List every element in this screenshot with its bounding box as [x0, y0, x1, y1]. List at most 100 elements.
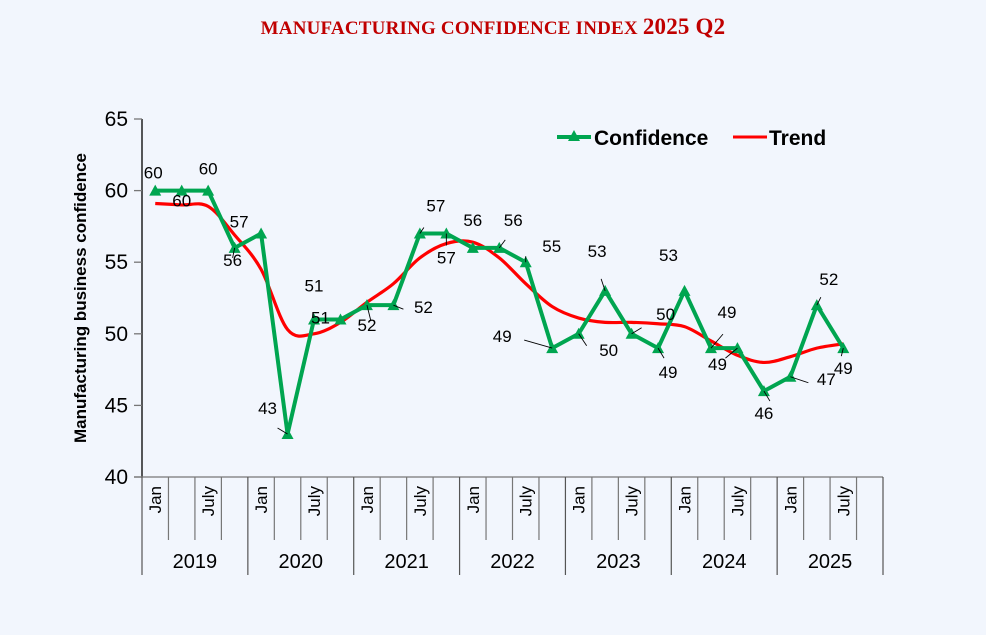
data-label: 49: [659, 363, 678, 382]
confidence-marker: [440, 227, 453, 239]
x-category-label: Jan: [676, 486, 695, 513]
data-label: 49: [718, 303, 737, 322]
confidence-marker: [334, 313, 347, 325]
confidence-line: [155, 188, 846, 435]
data-label: 53: [659, 246, 678, 265]
axes: 40 45 50 55 60 65 Jan July Jan July Jan July Jan July…: [105, 108, 884, 575]
x-year-label: 2024: [702, 551, 747, 573]
data-label: 60: [172, 192, 191, 211]
data-label: 52: [819, 270, 838, 289]
data-label: 49: [493, 327, 512, 346]
confidence-marker: [308, 313, 321, 325]
data-label: 55: [542, 237, 561, 256]
legend-confidence-label: Confidence: [594, 127, 708, 150]
confidence-marker: [678, 284, 691, 296]
x-year-label: 2022: [490, 551, 535, 573]
data-label: 51: [305, 276, 324, 295]
x-category-label: July: [305, 486, 324, 517]
confidence-marker: [175, 184, 188, 196]
legend: Confidence Trend: [557, 127, 826, 150]
data-label: 49: [834, 359, 853, 378]
confidence-marker: [149, 184, 162, 196]
x-category-label: Jan: [781, 486, 800, 513]
confidence-marker: [784, 370, 797, 382]
y-tick-label: 65: [105, 108, 128, 131]
chart-title-suffix: 2025 Q2: [642, 14, 726, 39]
data-label: 60: [144, 164, 163, 183]
confidence-marker: [466, 241, 479, 253]
confidence-marker: [572, 327, 585, 339]
data-label-leader: [393, 304, 404, 310]
data-label: 50: [599, 341, 618, 360]
confidence-marker: [202, 184, 215, 196]
legend-trend-label: Trend: [769, 127, 826, 150]
confidence-marker: [387, 299, 400, 311]
data-label: 56: [223, 251, 242, 270]
x-category-label: Jan: [570, 486, 589, 513]
data-label: 57: [437, 249, 456, 268]
data-label-leader: [816, 296, 822, 306]
x-category-label: July: [411, 486, 430, 517]
x-category-label: July: [517, 486, 536, 517]
confidence-marker: [652, 342, 665, 354]
data-label: 47: [817, 370, 836, 389]
data-label: 53: [588, 242, 607, 261]
legend-confidence-marker: [568, 130, 580, 141]
data-label-leader: [498, 239, 506, 249]
data-label-leader: [631, 327, 642, 335]
confidence-marker: [255, 227, 268, 239]
x-year-label: 2020: [279, 551, 324, 573]
x-category-label: July: [623, 486, 642, 517]
chart-title: MANUFACTURING CONFIDENCE INDEX 2025 Q2: [0, 14, 986, 40]
chart-title-text: MANUFACTURING CONFIDENCE INDEX: [260, 18, 638, 39]
x-category-label: Jan: [146, 486, 165, 513]
x-category-label: July: [199, 486, 218, 517]
data-label-leader: [657, 347, 665, 359]
data-label: 57: [230, 213, 249, 232]
data-label: 60: [199, 160, 218, 179]
data-label-leader: [710, 333, 724, 349]
data-label: 56: [463, 211, 482, 230]
x-category-label: Jan: [358, 486, 377, 513]
data-label: 57: [426, 197, 445, 216]
data-label-leader: [725, 347, 738, 359]
y-tick-label: 45: [105, 394, 128, 417]
confidence-series: [149, 184, 850, 440]
data-label-leader: [600, 278, 606, 291]
data-label-leader: [524, 339, 553, 349]
data-label-leader: [419, 227, 425, 234]
data-label: 52: [357, 316, 376, 335]
data-label-leader: [366, 305, 372, 322]
data-labels: 60 60 60 56 57 43 51 51 52 52 57 57 56 56 55 49 50 53 50 49…: [144, 160, 853, 435]
y-tick-label: 60: [105, 180, 128, 203]
data-label: 56: [504, 211, 523, 230]
data-label: 46: [754, 404, 773, 423]
confidence-marker: [228, 241, 241, 253]
x-year-label: 2025: [808, 551, 853, 573]
x-category-label: Jan: [464, 486, 483, 513]
y-tick-label: 40: [105, 466, 128, 489]
data-label: 43: [258, 399, 277, 418]
x-year-label: 2023: [596, 551, 641, 573]
data-label-leader: [578, 333, 588, 347]
x-year-label: 2019: [173, 551, 218, 573]
y-axis-title-group: Manufacturing business confidence: [71, 153, 90, 443]
data-label: 52: [414, 298, 433, 317]
data-label-leader: [790, 376, 809, 384]
data-label-leader: [232, 247, 236, 258]
y-axis-title: Manufacturing business confidence: [71, 153, 90, 443]
confidence-marker: [837, 342, 850, 354]
y-tick-label: 55: [105, 251, 128, 274]
confidence-marker: [360, 299, 373, 311]
data-label-leader: [763, 390, 771, 402]
data-label-leader: [277, 427, 288, 435]
x-category-label: Jan: [252, 486, 271, 513]
x-year-label: 2021: [384, 551, 429, 573]
confidence-marker: [546, 342, 559, 354]
data-label: 51: [311, 308, 330, 327]
x-category-label: July: [728, 486, 747, 517]
data-label: 50: [656, 305, 675, 324]
y-tick-label: 50: [105, 323, 128, 346]
x-category-label: July: [834, 486, 853, 517]
